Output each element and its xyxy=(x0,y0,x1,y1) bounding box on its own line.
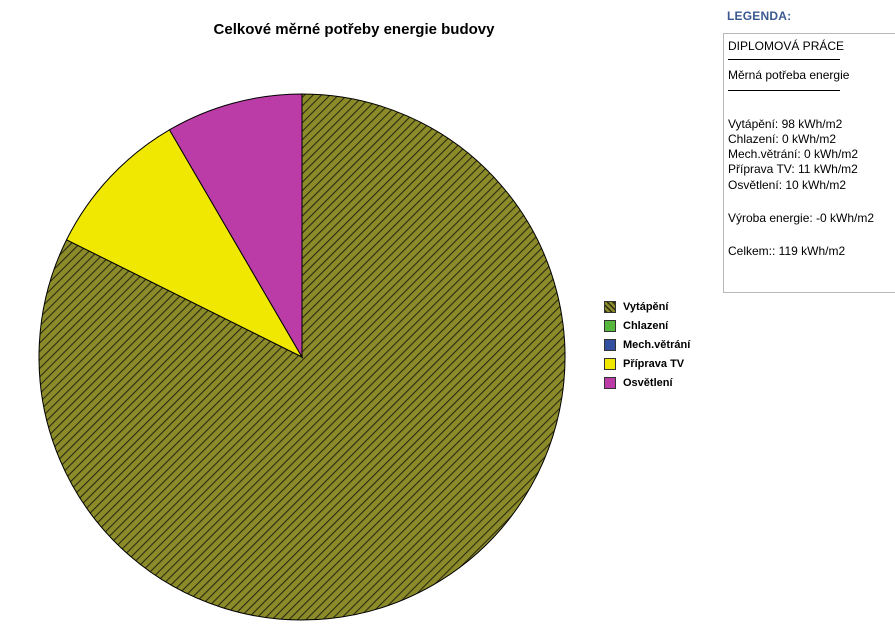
legenda-total: Celkem:: 119 kWh/m2 xyxy=(728,244,846,258)
legend-label-mech-vetrani: Mech.větrání xyxy=(623,338,691,351)
pie-slice-p-prava-tv xyxy=(65,129,304,359)
legend-label-priprava-tv: Příprava TV xyxy=(623,357,685,370)
legenda-info-box: DIPLOMOVÁ PRÁCE Měrná potřeba energie Vy… xyxy=(723,33,895,293)
legend-entry-vytapeni: Vytápění xyxy=(604,297,714,316)
legend-swatch-mech-vetrani xyxy=(604,338,616,351)
divider xyxy=(728,90,840,91)
legend-swatch-priprava-tv xyxy=(604,357,616,370)
legenda-production: Výroba energie: -0 kWh/m2 xyxy=(728,211,875,225)
legenda-line-vytapeni: Vytápění: 98 kWh/m2 xyxy=(728,117,843,131)
legend-label-chlazeni: Chlazení xyxy=(623,319,669,332)
chart-title: Celkové měrné potřeby energie budovy xyxy=(213,21,495,38)
pie-slices xyxy=(38,93,566,621)
legend-swatch-vytapeni xyxy=(604,300,616,313)
legend-entry-osvetleni: Osvětlení xyxy=(604,373,714,392)
legend-entry-chlazeni: Chlazení xyxy=(604,316,714,335)
legenda-subtitle: Měrná potřeba energie xyxy=(728,68,850,82)
pie-slice-osv-tlen- xyxy=(168,93,303,359)
legenda-line-chlazeni: Chlazení: 0 kWh/m2 xyxy=(728,132,837,146)
legenda-heading: LEGENDA: xyxy=(727,9,792,23)
legenda-line-priprava-tv: Příprava TV: 11 kWh/m2 xyxy=(728,162,858,176)
pie-slice-vyt-p-n- xyxy=(38,93,566,621)
project-title: DIPLOMOVÁ PRÁCE xyxy=(728,39,845,53)
legend-label-osvetleni: Osvětlení xyxy=(623,376,673,389)
chart-legend: Vytápění Chlazení Mech.větrání Příprava … xyxy=(604,297,714,392)
legend-swatch-osvetleni xyxy=(604,376,616,389)
legenda-line-osvetleni: Osvětlení: 10 kWh/m2 xyxy=(728,178,847,192)
legenda-line-mech-vetrani: Mech.větrání: 0 kWh/m2 xyxy=(728,147,859,161)
legend-swatch-chlazeni xyxy=(604,319,616,332)
divider xyxy=(728,59,840,60)
legend-label-vytapeni: Vytápění xyxy=(623,300,669,313)
legend-entry-priprava-tv: Příprava TV xyxy=(604,354,714,373)
legend-entry-mech-vetrani: Mech.větrání xyxy=(604,335,714,354)
